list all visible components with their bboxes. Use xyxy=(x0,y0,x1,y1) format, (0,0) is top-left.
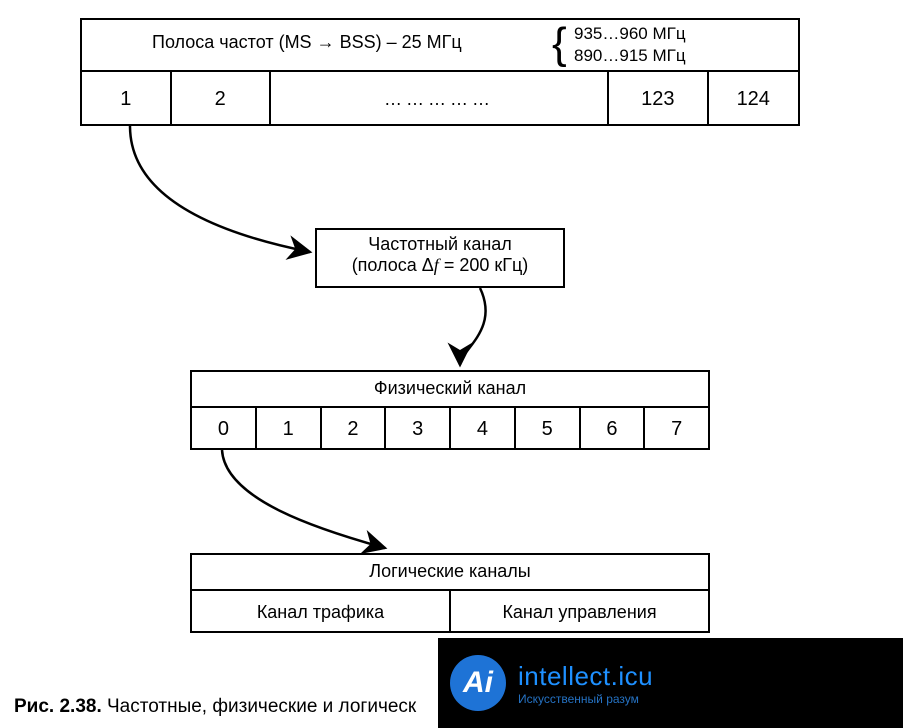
logical-right: Канал управления xyxy=(451,591,708,633)
frequency-channel-line2: (полоса Δf = 200 кГц) xyxy=(317,255,563,276)
physical-channel-cells: 0 1 2 3 4 5 6 7 xyxy=(192,408,708,450)
phys-cell: 6 xyxy=(581,408,646,450)
watermark-logo-icon: Ai xyxy=(450,655,506,711)
caption-text: Частотные, физические и логическ xyxy=(107,696,416,717)
logical-channels-title: Логические каналы xyxy=(192,555,708,591)
frequency-band-cells: 1 2 …………… 123 124 xyxy=(82,72,798,126)
phys-cell: 2 xyxy=(322,408,387,450)
freq-cell-ellipsis: …………… xyxy=(271,72,609,126)
brace-icon: { xyxy=(552,22,567,66)
freq-cell: 124 xyxy=(709,72,799,126)
watermark-subtitle: Искусственный разум xyxy=(518,692,653,706)
freq-range-2: 890…915 МГц xyxy=(574,46,686,66)
phys-cell: 1 xyxy=(257,408,322,450)
watermark-title: intellect.icu xyxy=(518,661,653,692)
phys-cell: 7 xyxy=(645,408,708,450)
frequency-band-title: Полоса частот (MS → BSS) – 25 МГц xyxy=(152,32,462,53)
phys-cell: 4 xyxy=(451,408,516,450)
logical-channels-box: Логические каналы Канал трафика Канал уп… xyxy=(190,553,710,633)
phys-cell: 5 xyxy=(516,408,581,450)
freq-range-1: 935…960 МГц xyxy=(574,24,686,44)
freq-cell: 1 xyxy=(82,72,172,126)
freq-cell: 2 xyxy=(172,72,271,126)
logical-left: Канал трафика xyxy=(192,591,451,633)
frequency-channel-box: Частотный канал (полоса Δf = 200 кГц) xyxy=(315,228,565,288)
watermark-overlay: Ai intellect.icu Искусственный разум xyxy=(438,638,903,728)
freq-cell: 123 xyxy=(609,72,708,126)
frequency-band-box: Полоса частот (MS → BSS) – 25 МГц { 935…… xyxy=(80,18,800,126)
physical-channel-box: Физический канал 0 1 2 3 4 5 6 7 xyxy=(190,370,710,450)
phys-cell: 3 xyxy=(386,408,451,450)
watermark-text: intellect.icu Искусственный разум xyxy=(518,661,653,706)
figure-caption: Рис. 2.38. Частотные, физические и логич… xyxy=(14,696,416,718)
physical-channel-title: Физический канал xyxy=(192,372,708,408)
caption-number: Рис. 2.38. xyxy=(14,696,107,717)
phys-cell: 0 xyxy=(192,408,257,450)
frequency-channel-line1: Частотный канал xyxy=(317,234,563,255)
